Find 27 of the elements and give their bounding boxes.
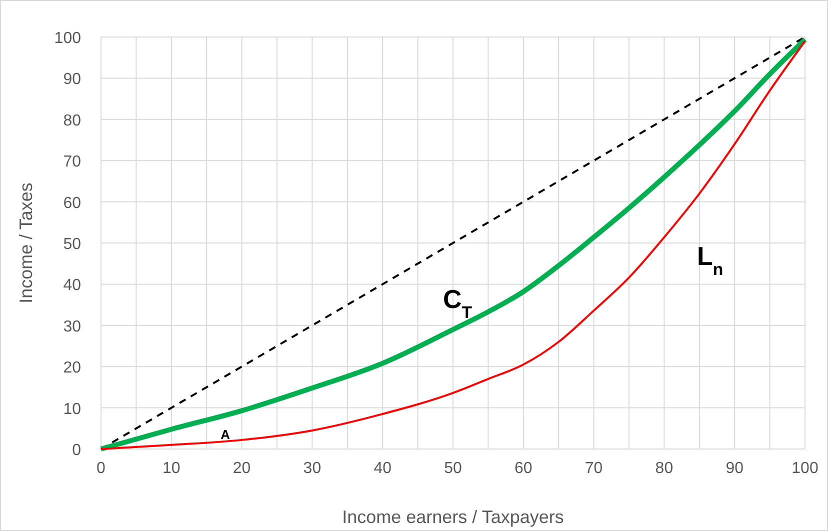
y-tick-label: 50	[63, 236, 82, 253]
y-tick-label: 90	[63, 71, 82, 88]
x-tick-label: 0	[96, 460, 106, 477]
y-tick-label: 40	[63, 277, 82, 294]
y-tick-label: 30	[63, 318, 82, 336]
annotation: L$_{n}$	[697, 241, 724, 278]
y-tick-label: 10	[63, 400, 82, 418]
y-tick-label: 0	[72, 442, 82, 459]
x-axis-title: Income earners / Taxpayers	[342, 507, 564, 527]
x-tick-label: 40	[374, 460, 392, 477]
y-tick-label: 80	[63, 112, 82, 130]
y-tick-label: 100	[54, 30, 82, 47]
x-tick-label: 90	[726, 460, 744, 477]
x-tick-label: 10	[162, 460, 180, 477]
annotation: A	[220, 426, 231, 442]
x-tick-label: 50	[444, 460, 462, 477]
y-axis-title: Income / Taxes	[16, 182, 36, 304]
x-tick-label: 20	[232, 460, 251, 477]
x-tick-label: 70	[584, 460, 603, 477]
x-tick-label: 80	[655, 460, 674, 477]
y-tick-label: 70	[63, 154, 82, 171]
y-tick-label: 60	[63, 194, 82, 212]
x-tick-label: 30	[303, 460, 322, 477]
x-tick-label: 100	[792, 460, 818, 477]
annotation: C$_{T}$	[443, 284, 473, 322]
x-tick-label: 60	[514, 460, 532, 477]
y-tick-label: 20	[63, 360, 82, 377]
